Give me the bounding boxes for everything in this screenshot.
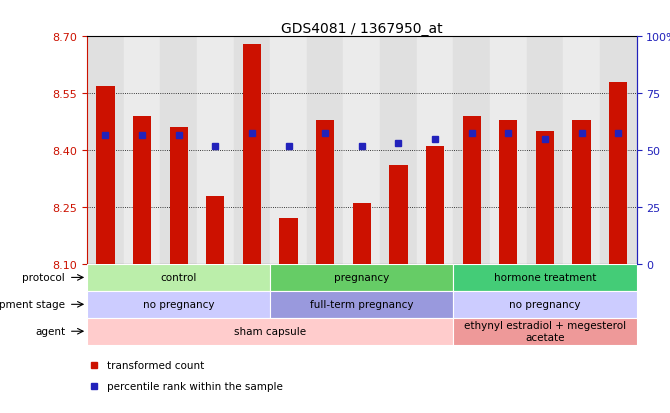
Bar [87,291,270,318]
Text: percentile rank within the sample: percentile rank within the sample [107,381,283,391]
Bar [527,37,563,264]
Bar [454,318,636,345]
Text: full-term pregnancy: full-term pregnancy [310,299,413,310]
Bar [160,37,197,264]
Bar [87,37,124,264]
Bar [170,128,188,264]
Bar [124,37,160,264]
Bar [197,37,234,264]
Bar [572,121,591,264]
Text: control: control [161,273,197,283]
Bar [206,196,224,264]
Bar [96,86,115,264]
Bar [270,264,454,291]
Bar [426,147,444,264]
Text: pregnancy: pregnancy [334,273,389,283]
Text: no pregnancy: no pregnancy [509,299,581,310]
Bar [454,291,636,318]
Bar [270,37,307,264]
Text: transformed count: transformed count [107,361,204,370]
Bar [499,121,517,264]
Text: sham capsule: sham capsule [234,326,306,337]
Bar [609,83,627,264]
Bar [600,37,636,264]
Bar [243,45,261,264]
Text: development stage: development stage [0,299,65,310]
Bar [87,318,454,345]
Bar [462,116,481,264]
Bar [352,204,371,264]
Bar [454,37,490,264]
Bar [454,264,636,291]
Text: no pregnancy: no pregnancy [143,299,214,310]
Bar [344,37,380,264]
Bar [316,121,334,264]
Bar [270,291,454,318]
Bar [490,37,527,264]
Bar [133,116,151,264]
Text: ethynyl estradiol + megesterol
acetate: ethynyl estradiol + megesterol acetate [464,320,626,342]
Bar [307,37,344,264]
Bar [380,37,417,264]
Bar [536,132,554,264]
Text: hormone treatment: hormone treatment [494,273,596,283]
Bar [87,264,270,291]
Bar [234,37,270,264]
Bar [563,37,600,264]
Bar [389,166,407,264]
Text: protocol: protocol [22,273,65,283]
Text: agent: agent [35,326,65,337]
Bar [417,37,454,264]
Bar [279,219,297,264]
Title: GDS4081 / 1367950_at: GDS4081 / 1367950_at [281,22,443,36]
